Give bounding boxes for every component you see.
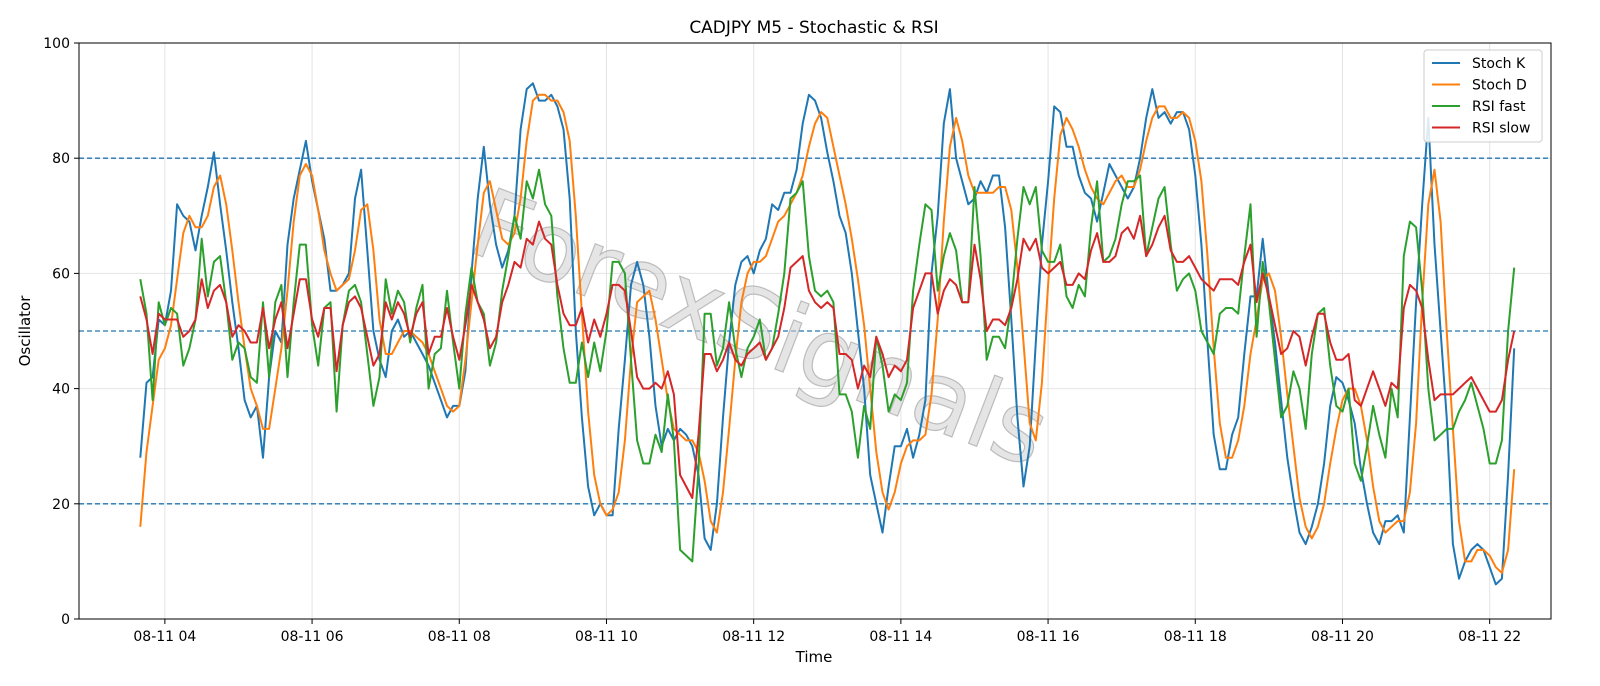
legend-label: Stoch K [1472, 56, 1526, 72]
legend: Stoch K Stoch D RSI fast RSI slow [1423, 49, 1543, 143]
series-line-rsi-slow [139, 214, 1516, 499]
y-tick-label: 20 [52, 497, 70, 513]
y-axis-label: Oscillator [16, 295, 34, 367]
x-tick-label: 08-11 18 [1164, 629, 1227, 645]
series-line-stoch-k [139, 82, 1516, 586]
x-tick-label: 08-11 08 [428, 629, 491, 645]
reference-lines [79, 157, 1551, 505]
y-tick-label: 100 [43, 36, 70, 52]
x-tick-label: 08-11 22 [1458, 629, 1521, 645]
y-tick-label: 0 [61, 612, 70, 628]
x-tick-label: 08-11 10 [575, 629, 638, 645]
x-tick-label: 08-11 20 [1311, 629, 1374, 645]
x-tick-label: 08-11 12 [722, 629, 785, 645]
y-tick-label: 60 [52, 266, 70, 282]
plot-frame [78, 42, 1552, 620]
x-axis-label: Time [795, 648, 833, 666]
y-tick-label: 80 [52, 151, 70, 167]
chart-title: CADJPY M5 - Stochastic & RSI [689, 18, 938, 38]
legend-label: RSI fast [1472, 99, 1526, 115]
x-tick-label: 08-11 16 [1017, 629, 1080, 645]
x-axis: 08-11 04 08-11 06 08-11 08 08-11 10 08-11 12… [133, 619, 1521, 645]
legend-box [1423, 49, 1543, 143]
y-tick-label: 40 [52, 382, 70, 398]
series-line-rsi-fast [139, 168, 1516, 563]
series-line-stoch-d [139, 93, 1516, 574]
y-axis: 0 20 40 60 80 100 [43, 36, 79, 628]
x-tick-label: 08-11 06 [281, 629, 344, 645]
legend-label: Stoch D [1472, 78, 1527, 94]
series-layer [139, 82, 1516, 586]
x-tick-label: 08-11 04 [133, 629, 196, 645]
x-tick-label: 08-11 14 [869, 629, 932, 645]
legend-label: RSI slow [1472, 121, 1530, 137]
